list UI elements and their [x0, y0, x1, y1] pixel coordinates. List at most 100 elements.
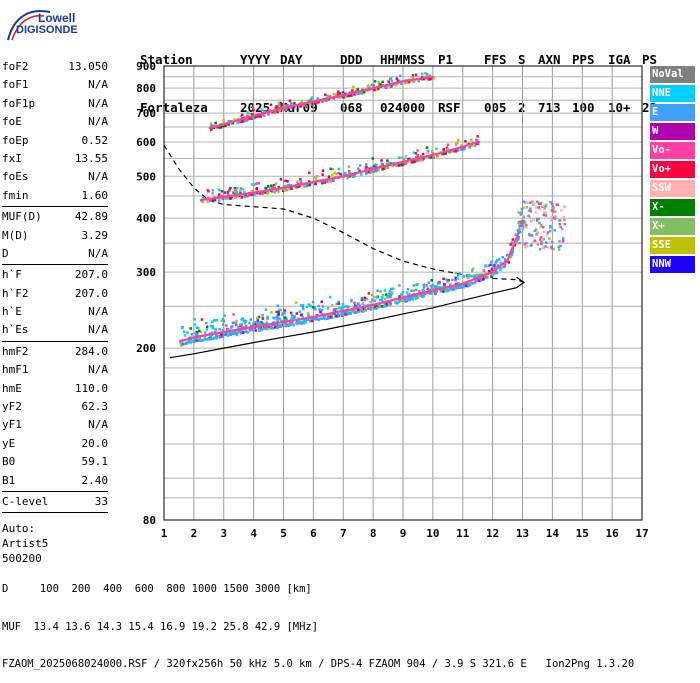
echo-point — [277, 313, 280, 316]
echo-point — [299, 178, 302, 181]
echo-point — [324, 93, 327, 97]
density-profile-curve — [169, 276, 526, 359]
chart-axes: 1 2 3 4 5 6 7 8 9 10 11 12 13 14 15 16 17802003004005006… — [136, 60, 649, 540]
echo-point — [491, 266, 494, 270]
x-tick-label: 2 — [191, 527, 198, 540]
echo-point — [238, 323, 242, 327]
echo-point — [191, 340, 195, 343]
station-header: Station YYYY DAY DDD HHMMSS P1 FFS S AXN PPS IGA PS… — [140, 20, 657, 132]
echo-point — [243, 330, 246, 333]
echo-point — [214, 121, 217, 125]
echo-point — [261, 191, 265, 195]
echo-point — [539, 236, 543, 239]
param-value: 2.40 — [81, 473, 109, 487]
echo-point — [494, 261, 497, 264]
echo-point — [279, 325, 283, 328]
echo-point — [253, 193, 256, 196]
echo-point — [217, 199, 221, 202]
echo-point — [367, 292, 371, 295]
echo-point — [472, 282, 475, 285]
echo-point — [347, 94, 350, 98]
echo-point — [503, 264, 507, 268]
echo-point — [363, 306, 367, 310]
param-row-muf-d-: MUF(D) 42.89 — [2, 208, 108, 226]
echo-point — [260, 328, 263, 332]
header-row1-11: PS — [642, 52, 658, 67]
param-value: 110.0 — [74, 381, 108, 395]
echo-point — [396, 82, 400, 85]
echo-point — [299, 304, 303, 307]
echo-point — [343, 172, 347, 175]
echo-point — [235, 319, 238, 323]
echo-point — [368, 85, 371, 88]
echo-point — [380, 305, 384, 308]
echo-point — [553, 216, 556, 219]
echo-point — [289, 183, 292, 187]
echo-point — [290, 187, 293, 190]
echo-point — [388, 290, 392, 293]
echo-point — [233, 118, 236, 121]
echo-point — [366, 84, 370, 88]
echo-point — [337, 300, 341, 304]
echo-point — [402, 158, 405, 161]
echo-point — [262, 110, 266, 113]
echo-point — [258, 192, 262, 195]
echo-point — [380, 298, 383, 302]
echo-point — [358, 309, 362, 312]
echo-point — [267, 113, 270, 116]
echo-point — [357, 167, 360, 170]
echo-point — [540, 223, 543, 227]
echo-point — [351, 175, 355, 178]
echo-point — [337, 167, 341, 171]
echo-point — [411, 76, 414, 79]
echo-point — [386, 159, 389, 162]
echo-point — [306, 311, 310, 315]
echo-point — [457, 282, 460, 285]
footer-distance-line: D 100 200 400 600 800 1000 1500 3000 [km… — [2, 583, 312, 595]
echo-point — [352, 85, 355, 89]
echo-point — [370, 305, 373, 308]
param-value: 13.050 — [68, 60, 108, 73]
header-row1-2: DAY — [280, 52, 303, 67]
x-tick-label: 10 — [426, 527, 439, 540]
echo-point — [535, 233, 538, 236]
echo-point — [284, 316, 287, 319]
plot-frame — [163, 65, 643, 521]
echo-point — [193, 340, 196, 344]
echo-point — [417, 158, 420, 161]
echo-point — [225, 332, 228, 335]
echo-point — [522, 215, 525, 219]
logo-line2: DIGISONDE — [16, 24, 78, 36]
echo-point — [533, 229, 537, 233]
echo-point — [259, 326, 263, 329]
param-row-fof1p: foF1p N/A — [2, 95, 108, 113]
footer-muf-line: MUF 13.4 13.6 14.3 15.4 16.9 19.2 25.8 4… — [2, 620, 319, 633]
echo-point — [468, 283, 471, 287]
echo-point — [383, 289, 387, 292]
echo-point — [347, 170, 351, 173]
echo-point — [214, 336, 218, 340]
echo-point — [200, 318, 204, 321]
echo-point — [355, 311, 359, 314]
echo-point — [505, 253, 509, 257]
echo-point — [266, 315, 269, 319]
echo-point — [509, 243, 512, 246]
echo-point — [499, 267, 503, 270]
echo-point — [562, 237, 565, 240]
echo-point — [524, 221, 527, 224]
echo-point — [285, 317, 288, 321]
echo-point — [355, 305, 359, 308]
echo-point — [369, 300, 373, 304]
echo-point — [211, 199, 215, 203]
echo-point — [264, 327, 267, 331]
echo-point — [415, 155, 418, 159]
echo-point — [312, 176, 316, 179]
echo-point — [189, 338, 192, 341]
echo-point — [493, 272, 496, 275]
echo-point — [431, 152, 435, 155]
echo-point — [194, 332, 198, 336]
echo-point — [374, 305, 377, 309]
echo-point — [426, 149, 430, 153]
echo-point — [298, 310, 302, 313]
echo-point — [254, 329, 258, 332]
